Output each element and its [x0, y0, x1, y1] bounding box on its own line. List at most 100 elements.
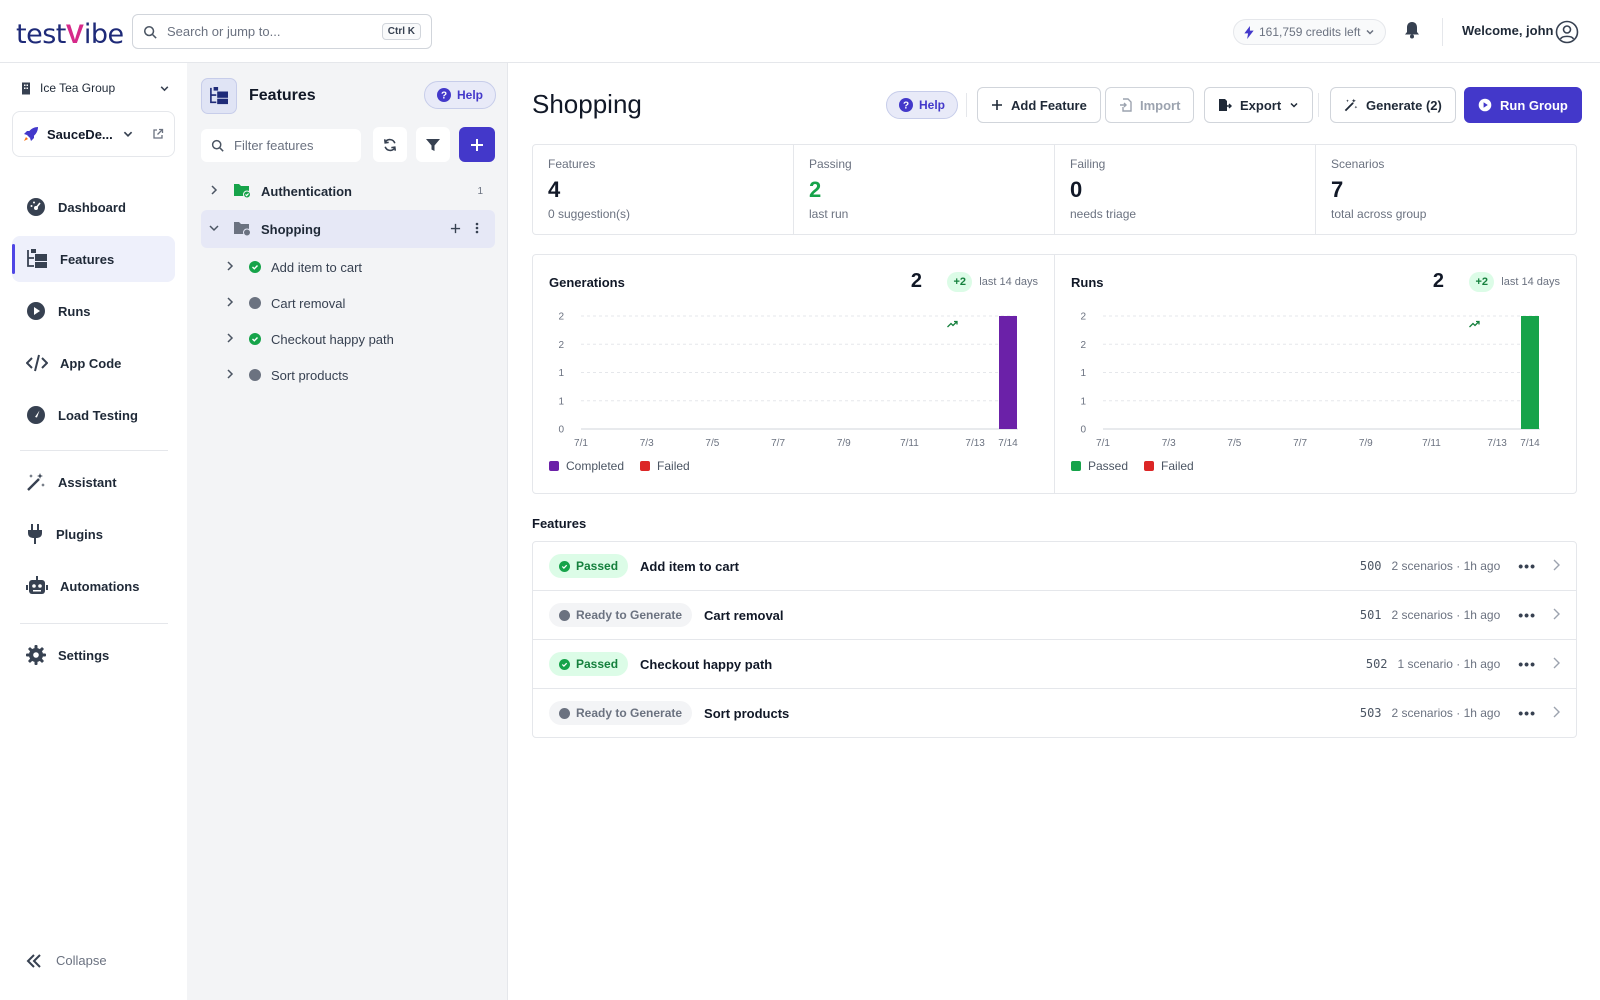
- refresh-icon: [383, 138, 397, 151]
- search-shortcut: Ctrl K: [381, 23, 421, 40]
- x-tick-label: 7/13: [965, 438, 985, 449]
- chevron-right-icon[interactable]: [223, 368, 237, 382]
- filter-placeholder: Filter features: [234, 138, 314, 153]
- bar: [999, 316, 1017, 429]
- more-options-icon[interactable]: •••: [1518, 558, 1536, 574]
- feature-meta: 2 scenarios · 1h ago: [1391, 559, 1501, 573]
- magic-wand-icon: [1344, 98, 1358, 112]
- chevron-right-icon[interactable]: [1552, 559, 1560, 574]
- chevron-right-icon[interactable]: [1552, 706, 1560, 721]
- feature-row[interactable]: Ready to Generate Cart removal 501 2 sce…: [533, 591, 1576, 640]
- add-feature-tree-button[interactable]: [459, 127, 495, 162]
- nav-automations[interactable]: Automations: [12, 563, 175, 609]
- legend-swatch: [640, 461, 651, 471]
- legend-item[interactable]: Failed: [640, 459, 690, 473]
- y-tick-label: 2: [558, 312, 564, 323]
- x-tick-label: 7/5: [705, 438, 719, 449]
- help-label: Help: [457, 88, 484, 102]
- generate-button[interactable]: Generate (2): [1330, 87, 1456, 123]
- tree-item-checkout-happy-path[interactable]: Checkout happy path: [201, 321, 495, 357]
- tree-item-cart-removal[interactable]: Cart removal: [201, 285, 495, 321]
- chart-title: Generations: [549, 275, 625, 290]
- nav-load-testing[interactable]: Load Testing: [12, 392, 175, 438]
- global-search-input[interactable]: Search or jump to... Ctrl K: [132, 14, 432, 49]
- legend-item[interactable]: Passed: [1071, 459, 1128, 473]
- group-count: 1: [477, 185, 483, 197]
- tree-item-name: Checkout happy path: [271, 331, 394, 347]
- more-options-icon[interactable]: •••: [1518, 607, 1536, 623]
- nav-dashboard[interactable]: Dashboard: [12, 184, 175, 230]
- nav-runs[interactable]: Runs: [12, 288, 175, 334]
- more-options-icon[interactable]: •••: [1518, 656, 1536, 672]
- y-tick-label: 2: [558, 340, 564, 351]
- funnel-icon: [426, 138, 440, 151]
- nav-features[interactable]: Features: [12, 236, 175, 282]
- legend-swatch: [1144, 461, 1155, 471]
- trending-up-icon: [1469, 320, 1481, 328]
- tree-group-authentication[interactable]: Authentication 1: [201, 173, 495, 209]
- chevron-right-icon[interactable]: [223, 260, 237, 274]
- project-selector[interactable]: SauceDe...: [12, 111, 175, 157]
- notifications-bell-icon[interactable]: [1404, 21, 1420, 42]
- stat-sub: last run: [809, 207, 849, 221]
- org-selector[interactable]: Ice Tea Group: [20, 81, 170, 95]
- nav-plugins[interactable]: Plugins: [12, 511, 175, 557]
- legend-item[interactable]: Completed: [549, 459, 624, 473]
- chevron-down-icon[interactable]: [207, 223, 221, 235]
- nav-app-code[interactable]: App Code: [12, 340, 175, 386]
- tree-group-shopping[interactable]: Shopping: [201, 210, 495, 248]
- status-badge: Passed: [549, 652, 629, 676]
- file-import-icon: [1120, 98, 1132, 112]
- stat-value: 2: [809, 177, 822, 202]
- y-tick-label: 0: [1080, 425, 1086, 436]
- stat-label: Features: [548, 157, 596, 171]
- x-tick-label: 7/1: [574, 438, 588, 449]
- nav-assistant[interactable]: Assistant: [12, 459, 175, 505]
- chevron-right-icon[interactable]: [223, 332, 237, 346]
- stats-summary: Features 4 0 suggestion(s) Passing 2 las…: [532, 144, 1577, 235]
- user-avatar-icon[interactable]: [1555, 20, 1579, 47]
- more-options-icon[interactable]: •••: [1518, 705, 1536, 721]
- feature-id: 502: [1365, 657, 1388, 671]
- export-dropdown-button[interactable]: Export: [1204, 87, 1314, 123]
- trend-badge: +2: [947, 272, 972, 328]
- filter-features-input[interactable]: Filter features: [201, 129, 361, 162]
- tree-item-name: Cart removal: [271, 295, 346, 311]
- tree-item-add-item-to-cart[interactable]: Add item to cart: [201, 249, 495, 285]
- add-feature-button[interactable]: Add Feature: [977, 87, 1101, 123]
- runs-plot: 0 1 1 2 2 7/1 7/3 7/5 7/7 7/9 7/11 7/13 7/14: [1080, 312, 1540, 450]
- topbar-divider: [1442, 18, 1443, 46]
- tree-help-button[interactable]: ? Help: [424, 81, 497, 109]
- features-section-title: Features: [532, 516, 587, 531]
- feature-row[interactable]: Passed Add item to cart 500 2 scenarios …: [533, 542, 1576, 591]
- filter-button[interactable]: [416, 127, 450, 162]
- plus-icon[interactable]: [450, 222, 461, 237]
- chevron-right-icon[interactable]: [1552, 657, 1560, 672]
- x-tick-label: 7/9: [1359, 438, 1373, 449]
- dashboard-gauge-icon: [27, 198, 45, 216]
- plus-icon: [471, 138, 483, 151]
- tree-item-sort-products[interactable]: Sort products: [201, 357, 495, 393]
- kebab-menu-icon[interactable]: [475, 222, 479, 237]
- chevron-right-icon[interactable]: [1552, 608, 1560, 623]
- run-group-button[interactable]: Run Group: [1464, 87, 1582, 123]
- import-button[interactable]: Import: [1105, 87, 1195, 123]
- status-badge: Passed: [549, 554, 629, 578]
- legend-item[interactable]: Failed: [1144, 459, 1194, 473]
- chevron-right-icon[interactable]: [207, 184, 221, 198]
- feature-row[interactable]: Passed Checkout happy path 502 1 scenari…: [533, 640, 1576, 689]
- refresh-button[interactable]: [373, 127, 407, 162]
- tree-item-name: Add item to cart: [271, 259, 363, 275]
- chevron-right-icon[interactable]: [223, 296, 237, 310]
- help-button[interactable]: ? Help: [886, 91, 959, 119]
- y-tick-label: 2: [1080, 312, 1086, 323]
- org-name: Ice Tea Group: [40, 81, 116, 95]
- external-link-icon[interactable]: [152, 128, 164, 140]
- nav-settings[interactable]: Settings: [12, 632, 175, 678]
- chart-legend: Completed Failed: [549, 459, 690, 473]
- collapse-sidebar-button[interactable]: Collapse: [26, 953, 107, 968]
- feature-row[interactable]: Ready to Generate Sort products 503 2 sc…: [533, 689, 1576, 737]
- credits-dropdown[interactable]: 161,759 credits left: [1233, 19, 1387, 45]
- welcome-user-label[interactable]: Welcome, john: [1462, 23, 1554, 38]
